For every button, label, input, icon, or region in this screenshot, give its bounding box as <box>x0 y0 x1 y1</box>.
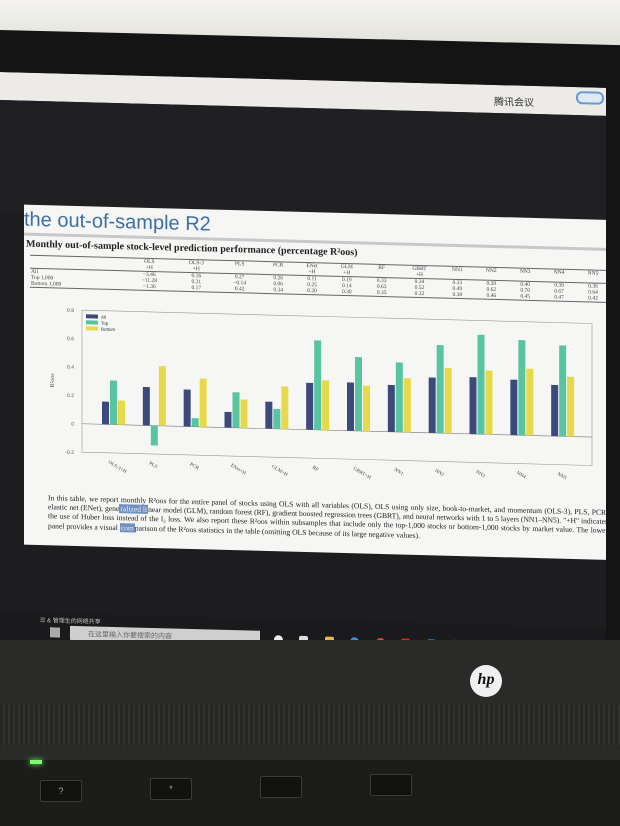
x-tick-label: NN2 <box>434 469 445 479</box>
bar-bottom <box>485 370 493 435</box>
highlighted-text-1: ralized li <box>119 504 149 515</box>
table-cell: 0.47 <box>542 294 577 302</box>
key-question[interactable]: ? <box>40 780 82 802</box>
app-title: 腾讯会议 <box>494 96 534 109</box>
table-cell: 0.38 <box>440 291 475 299</box>
x-tick-label: PCR <box>189 462 200 472</box>
bar-top <box>110 380 117 425</box>
key-blank-2[interactable] <box>370 774 412 796</box>
bar-top <box>314 340 322 431</box>
bar-bottom <box>526 368 534 436</box>
bar-all <box>265 401 273 429</box>
windows-start-icon[interactable] <box>50 627 60 638</box>
bar-top <box>477 334 485 435</box>
bar-top <box>395 362 403 433</box>
x-tick-label: NN3 <box>475 470 486 480</box>
x-tick-label: RF <box>311 466 319 474</box>
legend-swatch <box>86 314 98 319</box>
table-cell: 0.42 <box>576 295 606 303</box>
bar-top <box>273 408 281 429</box>
bar-all <box>183 389 191 427</box>
legend-swatch <box>86 326 98 331</box>
bar-bottom <box>118 400 125 425</box>
x-tick-label: NN1 <box>393 468 404 478</box>
bar-bottom <box>158 366 166 426</box>
table-cell: 0.42 <box>218 285 262 294</box>
table-cell: −1.30 <box>124 283 175 292</box>
bar-bottom <box>199 378 207 428</box>
window-control-icon[interactable] <box>576 91 604 105</box>
y-tick-label: -0.2 <box>65 450 74 456</box>
bar-all <box>510 379 518 436</box>
zero-axis-line <box>82 423 592 438</box>
y-tick-label: 0.4 <box>67 365 74 371</box>
highlighted-text-2: com <box>119 522 135 533</box>
y-tick-label: 0.8 <box>67 308 74 314</box>
table-cell: 0.46 <box>474 292 509 300</box>
table-cell: 0.20 <box>295 287 329 296</box>
legend-label: All <box>101 315 106 320</box>
x-tick-label: GBRT+H <box>352 467 372 482</box>
laptop-screen: 腾讯会议 the out-of-sample R2 Monthly out-of… <box>0 72 606 678</box>
slide-title: the out-of-sample R2 <box>24 208 606 252</box>
y-tick-label: 0.2 <box>67 393 74 399</box>
x-tick-label: GLM+H <box>270 465 288 479</box>
bar-all <box>387 384 395 432</box>
x-tick-label: NN4 <box>515 471 526 481</box>
bar-top <box>150 425 158 446</box>
bar-bottom <box>444 367 452 434</box>
speaker-grille <box>0 705 620 745</box>
hp-logo: hp <box>470 665 502 697</box>
x-tick-label: ENet+H <box>230 463 247 476</box>
keyboard: ? * <box>0 760 620 826</box>
key-star[interactable]: * <box>150 778 192 800</box>
table-cell: 0.35 <box>364 289 399 297</box>
x-tick-label: NN5 <box>556 472 567 482</box>
row-label: Bottom 1,000 <box>30 280 125 290</box>
x-tick-label: OLS-3+H <box>107 460 127 475</box>
key-blank-1[interactable] <box>260 776 302 798</box>
results-table: OLS OLS-3 PLS PCR ENet GLM RF GBRT NN1 NN2 NN3 NN4 N… <box>30 255 606 303</box>
bar-top <box>355 357 362 432</box>
bar-all <box>428 377 436 434</box>
table-cell: 0.34 <box>261 286 296 295</box>
bar-all <box>469 377 477 435</box>
legend-label: Bottom <box>101 327 116 332</box>
bar-bottom <box>403 378 411 433</box>
legend-label: Top <box>101 321 109 326</box>
table-cell: 0.30 <box>329 288 365 297</box>
table-cell: 0.32 <box>398 290 441 299</box>
bar-all <box>142 387 150 426</box>
presentation-slide: the out-of-sample R2 Monthly out-of-samp… <box>24 204 606 561</box>
table-cell: 0.45 <box>508 293 543 301</box>
legend-swatch <box>86 320 98 325</box>
r2-bar-chart: -0.2 0 0.2 0.4 0.6 0.8 R²oos OLS-3+H PLS PCR ENet+… <box>50 308 593 482</box>
bar-top <box>436 344 444 434</box>
bar-bottom <box>567 376 575 437</box>
y-tick-label: 0.6 <box>67 336 74 342</box>
bar-all <box>102 401 109 425</box>
caption-paragraph: In this table, we report monthly R²oos f… <box>48 493 606 544</box>
bar-bottom <box>281 386 289 430</box>
bar-bottom <box>322 380 330 431</box>
y-axis-label: R²oos <box>50 373 56 388</box>
bar-top <box>232 392 240 428</box>
bar-all <box>347 382 354 431</box>
slide-title-text: the out-of-sample R2 <box>24 208 211 236</box>
plot-frame <box>81 309 593 466</box>
bar-top <box>559 345 567 437</box>
table-cell: 0.17 <box>174 284 219 293</box>
bar-all <box>551 384 559 437</box>
y-tick-label: 0 <box>71 421 74 427</box>
power-led-icon <box>30 760 42 764</box>
bar-top <box>191 418 199 427</box>
bar-all <box>224 411 232 428</box>
bar-top <box>518 340 526 436</box>
x-tick-label: PLS <box>148 461 158 470</box>
network-status-text: ☰ & 管理生的网络共享 <box>40 618 101 626</box>
bar-all <box>306 382 314 430</box>
bar-bottom <box>240 399 248 429</box>
bar-bottom <box>363 385 370 432</box>
